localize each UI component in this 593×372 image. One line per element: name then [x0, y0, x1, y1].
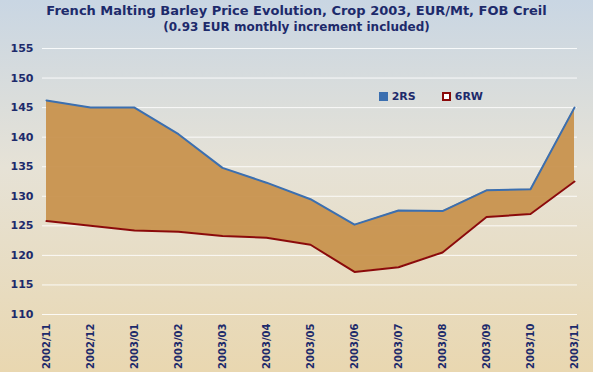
svg-text:115: 115	[11, 278, 34, 291]
svg-text:125: 125	[11, 219, 34, 232]
svg-text:155: 155	[11, 42, 34, 55]
svg-text:135: 135	[11, 160, 34, 173]
svg-text:2003/07: 2003/07	[393, 323, 404, 368]
svg-text:110: 110	[11, 308, 34, 321]
svg-text:2002/11: 2002/11	[41, 323, 52, 368]
html-text:(0.93 EUR monthly increment in: (0.93 EUR monthly increment included)	[163, 20, 430, 34]
html-text:6RW: 6RW	[454, 90, 483, 103]
svg-text:140: 140	[11, 131, 34, 144]
svg-text:130: 130	[11, 190, 34, 203]
svg-text:2003/09: 2003/09	[481, 323, 492, 368]
svg-text:2003/08: 2003/08	[437, 323, 448, 368]
svg-text:2003/01: 2003/01	[129, 323, 140, 368]
svg-text:145: 145	[11, 101, 34, 114]
svg-text:150: 150	[11, 72, 34, 85]
svg-text:2003/03: 2003/03	[217, 323, 228, 368]
html-text:2RS: 2RS	[391, 90, 416, 103]
svg-text:2003/02: 2003/02	[173, 323, 184, 368]
svg-text:2003/04: 2003/04	[261, 323, 272, 368]
svg-text:2002/12: 2002/12	[85, 323, 96, 368]
html-text:French Malting Barley Price Ev: French Malting Barley Price Evolution, C…	[46, 3, 547, 18]
svg-text:2003/06: 2003/06	[349, 323, 360, 368]
svg-text:120: 120	[11, 249, 34, 262]
svg-text:2003/05: 2003/05	[305, 323, 316, 368]
svg-text:2003/10: 2003/10	[525, 323, 536, 368]
svg-text:2003/11: 2003/11	[569, 323, 580, 368]
